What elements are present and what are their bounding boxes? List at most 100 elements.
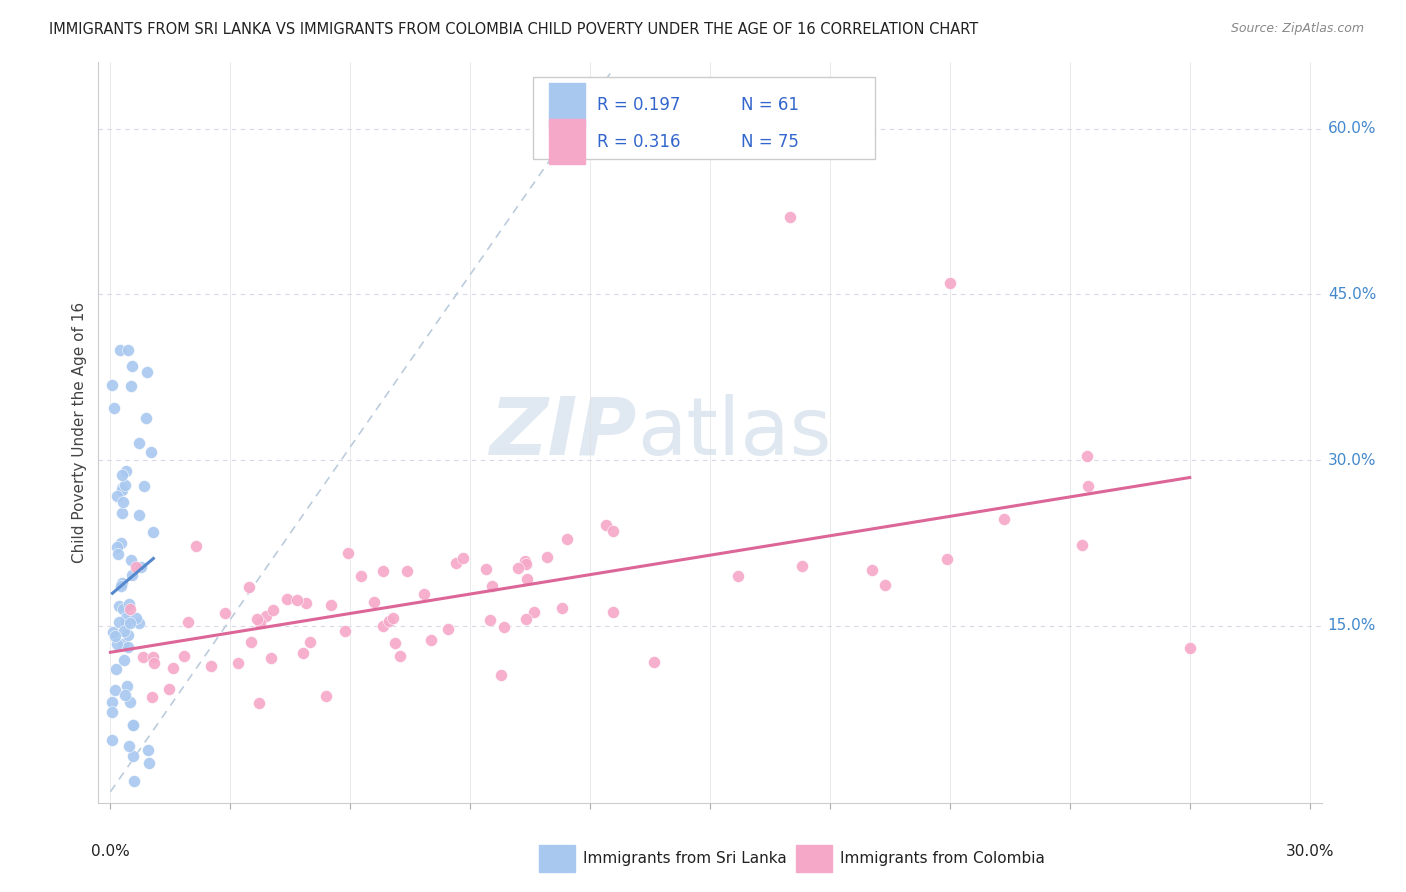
Point — [136, 742, 159, 756]
Point — [319, 599, 342, 613]
Point — [551, 600, 574, 615]
Point — [118, 615, 141, 630]
Point — [107, 547, 129, 561]
Bar — [538, 845, 575, 871]
Point — [101, 695, 124, 709]
Point — [142, 649, 165, 664]
Point — [105, 489, 128, 503]
Point — [121, 749, 143, 764]
Point — [381, 611, 404, 625]
Point — [135, 365, 157, 379]
Point — [186, 539, 208, 553]
Point — [104, 629, 127, 643]
Point — [122, 718, 145, 732]
Point — [389, 649, 412, 664]
Point — [121, 568, 143, 582]
Point — [115, 679, 138, 693]
Point — [110, 579, 132, 593]
Point — [105, 661, 128, 675]
Point — [125, 559, 148, 574]
Point — [226, 656, 249, 670]
Text: 60.0%: 60.0% — [1327, 121, 1376, 136]
Point — [247, 697, 270, 711]
Point — [162, 661, 184, 675]
Point — [111, 468, 134, 483]
Text: R = 0.316: R = 0.316 — [598, 133, 681, 151]
FancyBboxPatch shape — [533, 78, 875, 159]
Point — [114, 478, 136, 492]
Point — [122, 718, 145, 732]
Point — [285, 592, 308, 607]
Point — [101, 732, 124, 747]
Point — [1070, 538, 1092, 552]
Point — [536, 549, 558, 564]
Point — [602, 524, 624, 538]
Point — [249, 615, 271, 630]
Point — [214, 606, 236, 620]
Text: 30.0%: 30.0% — [1327, 453, 1376, 467]
Point — [111, 575, 134, 590]
Point — [120, 379, 142, 393]
Point — [262, 603, 284, 617]
Point — [350, 569, 373, 583]
Point — [125, 610, 148, 624]
Point — [515, 612, 537, 626]
Point — [378, 614, 401, 628]
Text: Immigrants from Sri Lanka: Immigrants from Sri Lanka — [583, 851, 786, 866]
Point — [132, 479, 155, 493]
Point — [139, 445, 162, 459]
Point — [118, 739, 141, 754]
Point — [110, 506, 132, 520]
Text: 30.0%: 30.0% — [1285, 844, 1334, 858]
Point — [117, 343, 139, 357]
Bar — [548, 120, 585, 164]
Point — [238, 580, 260, 594]
Point — [177, 615, 200, 630]
Point — [489, 667, 512, 681]
Point — [555, 533, 578, 547]
Point — [103, 401, 125, 415]
Point — [105, 540, 128, 554]
Point — [112, 636, 135, 650]
Point — [114, 688, 136, 702]
Point — [298, 635, 321, 649]
Point — [107, 637, 129, 651]
Point — [384, 635, 406, 649]
Point — [936, 552, 959, 566]
Point — [419, 633, 441, 648]
Point — [479, 613, 502, 627]
Bar — [548, 83, 585, 128]
Point — [790, 558, 813, 573]
Point — [494, 620, 516, 634]
Point — [1178, 641, 1201, 656]
Point — [939, 277, 962, 291]
Point — [132, 650, 155, 665]
Point — [363, 595, 385, 609]
Text: Immigrants from Colombia: Immigrants from Colombia — [839, 851, 1045, 866]
Point — [516, 572, 538, 586]
Point — [602, 605, 624, 619]
Y-axis label: Child Poverty Under the Age of 16: Child Poverty Under the Age of 16 — [72, 302, 87, 563]
Point — [111, 495, 134, 509]
Point — [117, 640, 139, 655]
Point — [129, 560, 152, 574]
Text: N = 61: N = 61 — [741, 96, 799, 114]
Point — [115, 611, 138, 625]
Point — [111, 481, 134, 495]
Point — [254, 609, 277, 624]
Point — [141, 690, 163, 704]
Point — [292, 646, 315, 660]
Point — [108, 343, 131, 357]
Point — [101, 706, 124, 720]
Point — [112, 624, 135, 639]
Point — [506, 561, 529, 575]
Point — [413, 586, 436, 600]
Point — [260, 650, 283, 665]
Point — [101, 624, 124, 639]
Point — [115, 464, 138, 478]
Point — [475, 562, 498, 576]
Point — [111, 483, 134, 497]
Text: R = 0.197: R = 0.197 — [598, 96, 681, 114]
Point — [128, 436, 150, 450]
Point — [128, 508, 150, 522]
